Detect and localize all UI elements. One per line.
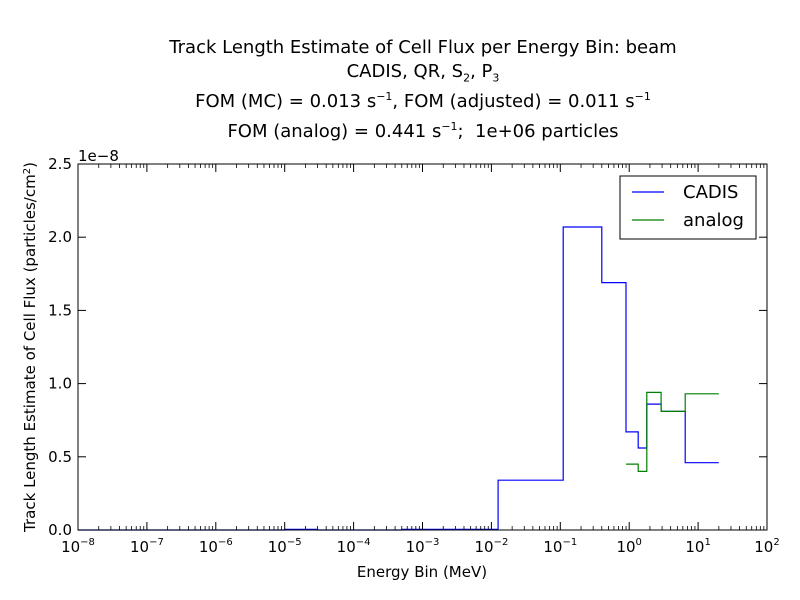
series-line-analog (626, 391, 719, 472)
series-layer (78, 226, 719, 531)
y-multiplier: 1e−8 (78, 147, 119, 165)
x-tick-label: 101 (685, 537, 710, 556)
x-tick-label: 10−5 (268, 537, 302, 556)
legend-label-analog: analog (683, 210, 744, 231)
x-axis-label: Energy Bin (MeV) (357, 563, 487, 581)
legend-label-cadis: CADIS (683, 182, 738, 203)
y-tick-label: 2.0 (48, 228, 72, 246)
legend-box (619, 175, 757, 240)
x-tick-label: 10−4 (337, 537, 371, 556)
chart-title-line-2: CADIS, QR, S2, P3 (346, 61, 500, 85)
chart-title-line-1: Track Length Estimate of Cell Flux per E… (169, 37, 677, 58)
chart-title-line-4: FOM (analog) = 0.441 s−1; 1e+06 particle… (227, 120, 619, 142)
x-tick-label: 10−6 (199, 537, 233, 556)
x-tick-label: 10−1 (543, 537, 577, 556)
series-line-cadis (78, 226, 719, 531)
tick-layer: 10−8 10−7 10−6 10−5 10−4 10−3 10−2 10−1 100 101 10… (48, 155, 780, 556)
y-tick-label: 0.0 (48, 521, 72, 539)
y-tick-label: 0.5 (48, 448, 72, 466)
y-axis-label: Track Length Estimate of Cell Flux (part… (21, 162, 39, 533)
x-tick-label: 10−8 (61, 537, 95, 556)
y-tick-label: 1.5 (48, 301, 72, 319)
chart-title-line-3: FOM (MC) = 0.013 s−1, FOM (adjusted) = 0… (195, 90, 651, 112)
x-tick-label: 10−3 (406, 537, 440, 556)
x-tick-label: 10−7 (130, 537, 164, 556)
x-tick-label: 100 (616, 537, 641, 556)
x-tick-label: 102 (754, 537, 779, 556)
y-tick-label: 1.0 (48, 375, 72, 393)
x-tick-label: 10−2 (474, 537, 508, 556)
y-tick-label: 2.5 (48, 155, 72, 173)
legend: CADIS analog (619, 175, 757, 240)
